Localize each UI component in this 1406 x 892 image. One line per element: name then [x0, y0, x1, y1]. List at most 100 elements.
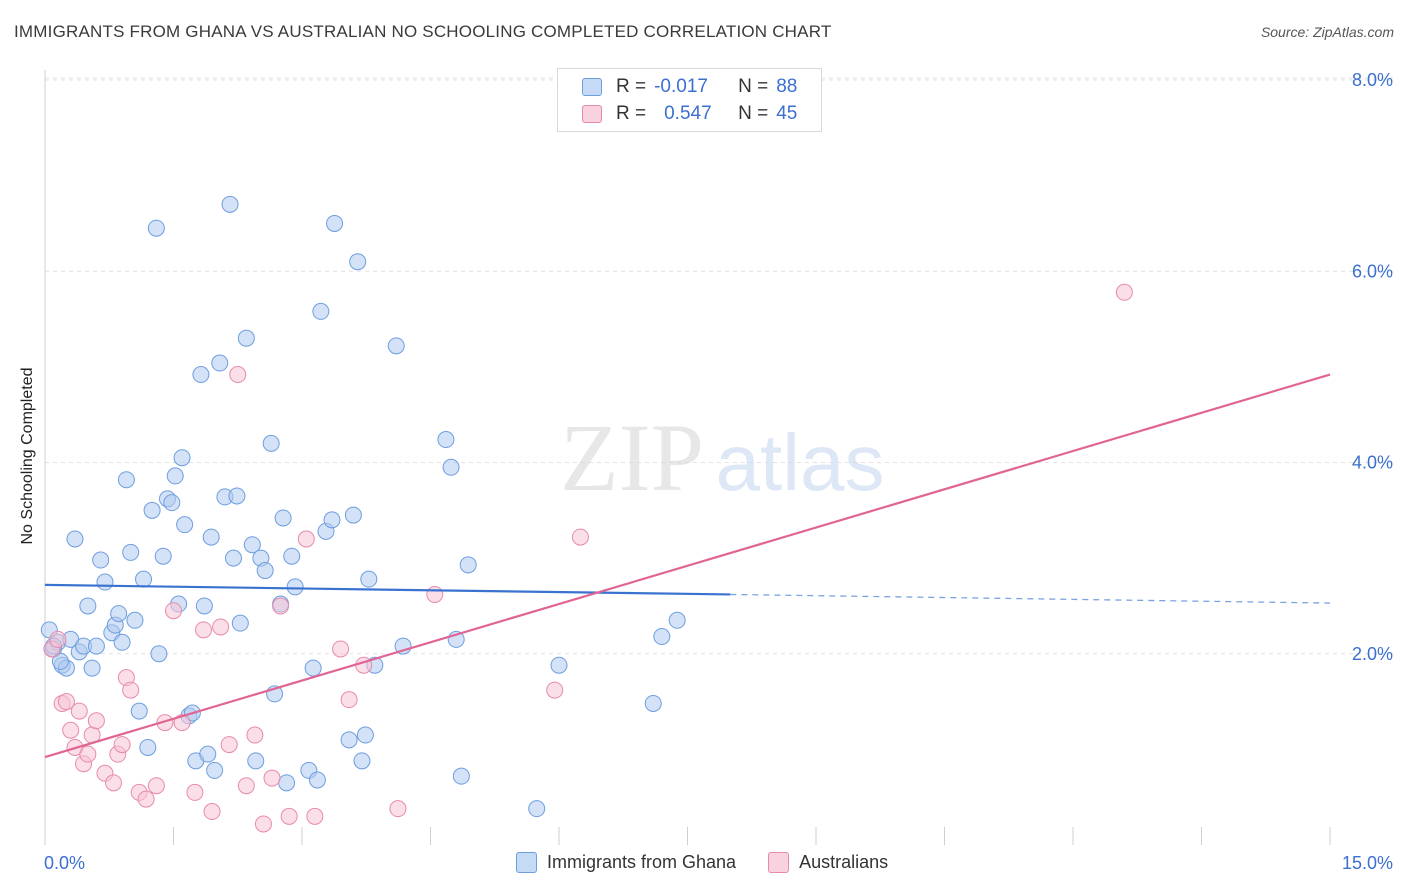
australians-point [229, 366, 247, 384]
legend-item-australians: Australians [768, 852, 888, 873]
australians-point [70, 702, 88, 720]
legend-n-label: N = [738, 76, 769, 97]
australians-point [186, 783, 204, 801]
ghana-point [83, 659, 101, 677]
ghana-point [340, 731, 358, 749]
ghana-point [199, 745, 217, 763]
ghana-point [237, 329, 255, 347]
x-tick-labels: 0.0% 15.0% [44, 853, 1393, 873]
legend-r-value: 0.547 [664, 103, 712, 124]
ghana-point [126, 611, 144, 629]
y-tick-label: 4.0% [1352, 453, 1393, 473]
australians-point [147, 777, 165, 795]
australians-point [297, 530, 315, 548]
y-tick-label: 8.0% [1352, 70, 1393, 90]
watermark-atlas: atlas [716, 418, 885, 507]
ghana-point [349, 253, 367, 271]
ghana-point [163, 494, 181, 512]
legend-label-ghana: Immigrants from Ghana [547, 852, 737, 872]
australians-point [546, 681, 564, 699]
ghana-point [117, 471, 135, 489]
legend-n-value: 45 [776, 103, 798, 124]
ghana-point [173, 449, 191, 467]
ghana-point [130, 702, 148, 720]
australians-point [194, 621, 212, 639]
legend-r-label: R = [616, 103, 647, 124]
ghana-point [211, 354, 229, 372]
australians-point [1115, 283, 1133, 301]
ghana-point [110, 605, 128, 623]
ghana-point [644, 694, 662, 712]
ghana-point [283, 547, 301, 565]
australians-point [280, 807, 298, 825]
ghana-point [308, 771, 326, 789]
ghana-trend-line [44, 583, 731, 596]
australians-point [306, 807, 324, 825]
data-points [40, 195, 1133, 833]
ghana-point [312, 302, 330, 320]
ghana-point [360, 570, 378, 588]
ghana-point [528, 800, 546, 818]
australians-point [203, 803, 221, 821]
ghana-point [154, 547, 172, 565]
australians-point [122, 681, 140, 699]
ghana-point [387, 337, 405, 355]
x-tick-label: 0.0% [44, 853, 85, 873]
y-tick-label: 6.0% [1352, 261, 1393, 281]
y-axis-label: No Schooling Completed [19, 367, 36, 545]
y-tick-label: 2.0% [1352, 644, 1393, 664]
ghana-point [66, 530, 84, 548]
australians-point [263, 769, 281, 787]
ghana-point [166, 467, 184, 485]
legend-r-value: -0.017 [654, 76, 708, 97]
legend-row-australians: R = 0.547 N = 45 [582, 102, 797, 126]
legend-r-label: R = [616, 76, 647, 97]
australians-point [79, 745, 97, 763]
legend-swatch-ghana [582, 78, 602, 96]
legend-n-value: 88 [776, 76, 798, 97]
australians-point [57, 693, 75, 711]
legend-label-australians: Australians [799, 852, 889, 872]
ghana-point [323, 511, 341, 529]
legend-item-ghana: Immigrants from Ghana [516, 852, 736, 873]
australians-point [113, 736, 131, 754]
ghana-point [286, 578, 304, 596]
ghana-point [224, 549, 242, 567]
ghana-point [550, 656, 568, 674]
ghana-point [247, 752, 265, 770]
australians-point [340, 691, 358, 709]
ghana-point [356, 726, 374, 744]
source-label: Source: ZipAtlas.com [1260, 24, 1394, 40]
ghana-point [221, 195, 239, 213]
australians-point [49, 630, 67, 648]
ghana-point [243, 536, 261, 554]
chart-title: IMMIGRANTS FROM GHANA VS AUSTRALIAN NO S… [14, 22, 832, 41]
australians-point [212, 618, 230, 636]
ghana-point [231, 614, 249, 632]
legend-swatch-australians [582, 105, 602, 123]
australians-point [220, 736, 238, 754]
trend-lines [44, 373, 1331, 759]
x-tick-label: 15.0% [1342, 853, 1393, 873]
ghana-point [143, 501, 161, 519]
ghana-point [437, 431, 455, 449]
ghana-point [228, 487, 246, 505]
ghana-point [353, 752, 371, 770]
australians-trend-line [44, 373, 1331, 759]
ghana-point [92, 551, 110, 569]
correlation-legend: R = -0.017 N = 88 R = 0.547 N = 45 [557, 68, 822, 132]
legend-swatch-australians [768, 852, 790, 873]
legend-n-label: N = [738, 103, 769, 124]
australians-point [87, 712, 105, 730]
australians-point [237, 777, 255, 795]
ghana-point [96, 573, 114, 591]
ghana-point [202, 528, 220, 546]
ghana-point [192, 366, 210, 384]
ghana-point [274, 509, 292, 527]
legend-row-ghana: R = -0.017 N = 88 [582, 75, 797, 99]
australians-point [246, 726, 264, 744]
australians-point [62, 721, 80, 739]
ghana-point [442, 458, 460, 476]
ghana-point [262, 434, 280, 452]
ghana-point [304, 659, 322, 677]
